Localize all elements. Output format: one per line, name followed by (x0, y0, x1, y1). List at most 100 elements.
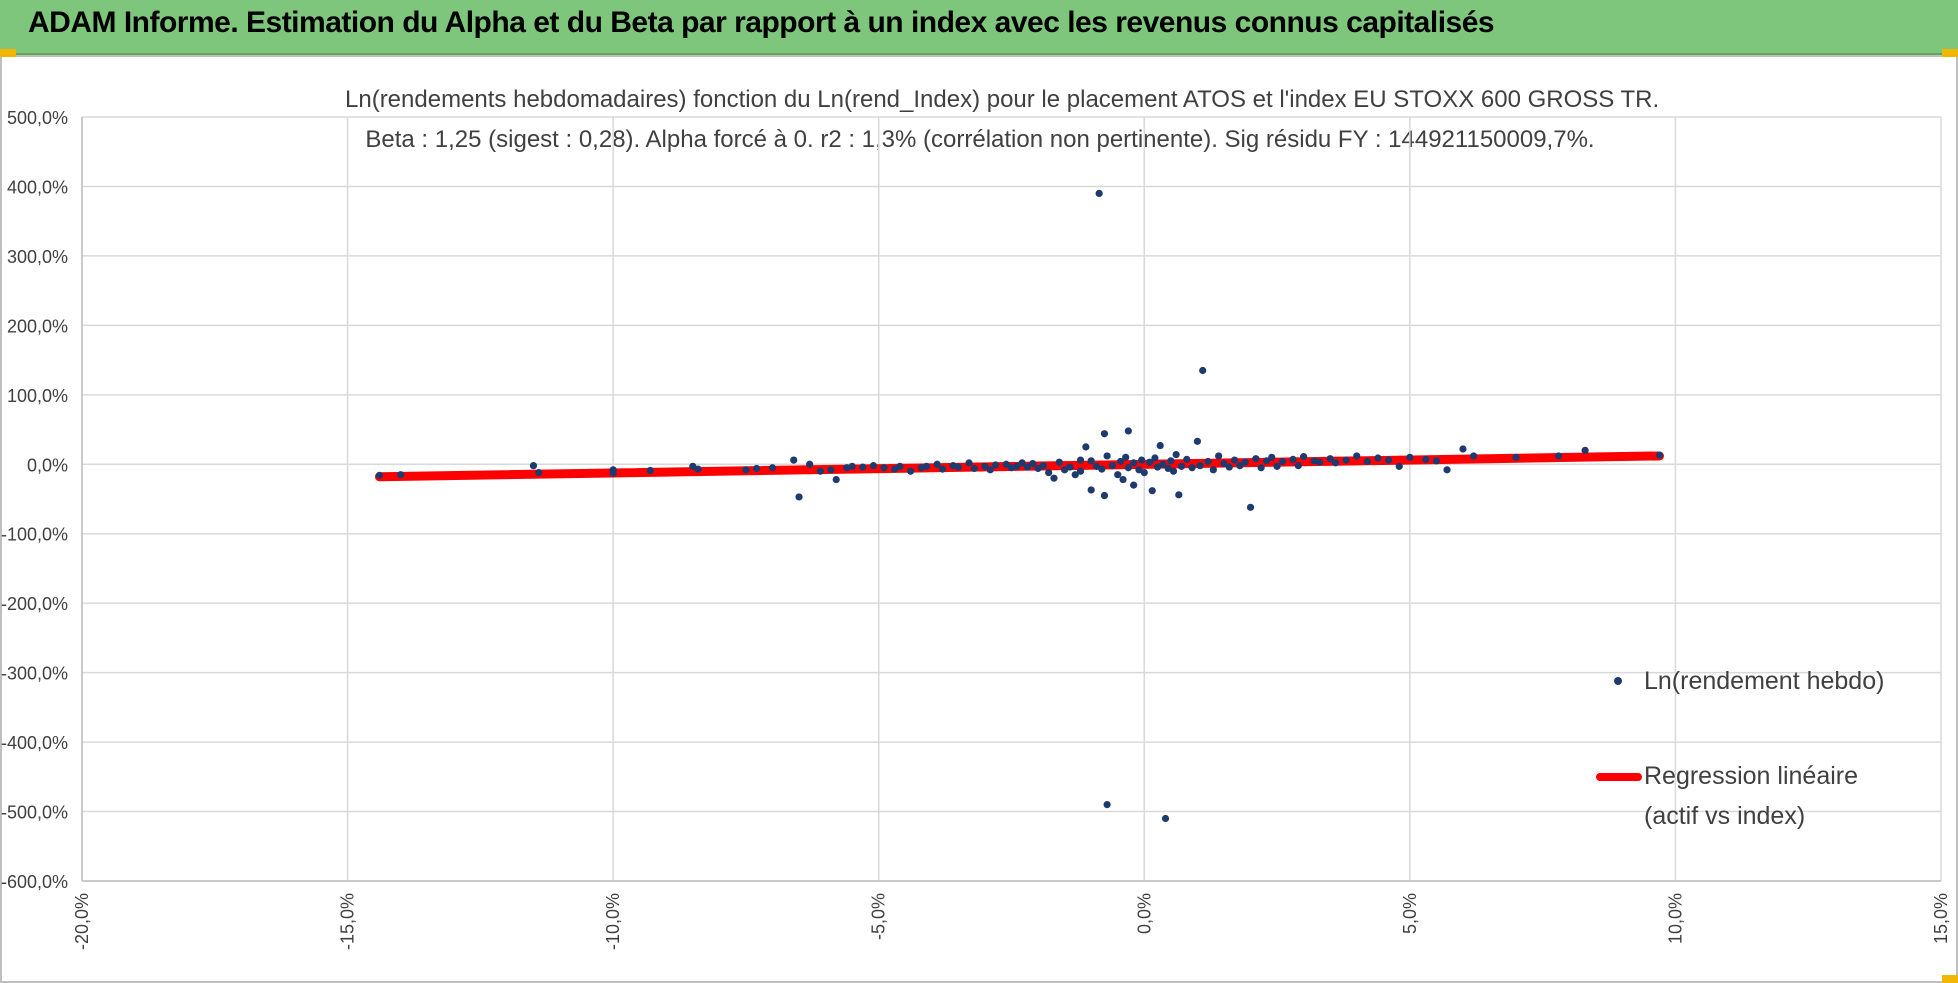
data-point (1196, 462, 1204, 470)
data-point (1098, 465, 1106, 473)
data-point (1246, 503, 1255, 511)
data-point (1655, 451, 1664, 459)
y-tick-label: 0,0% (27, 455, 68, 475)
legend-label-scatter: Ln(rendement hebdo) (1644, 667, 1885, 695)
data-point (816, 467, 824, 475)
data-point (981, 462, 989, 470)
frame-corner-left (0, 49, 16, 57)
data-point (694, 465, 702, 473)
x-tick-label: 15,0% (1931, 893, 1951, 944)
data-point (1278, 457, 1286, 466)
data-point (790, 456, 798, 464)
data-point (986, 466, 994, 474)
data-point (1023, 463, 1032, 471)
frame-corner-right (1942, 49, 1958, 57)
data-point (1061, 466, 1069, 474)
chart-title: Ln(rendements hebdomadaires) fonction du… (345, 80, 1659, 160)
data-point (991, 461, 1000, 469)
data-point (1095, 189, 1103, 197)
data-point (1050, 474, 1058, 482)
x-tick-label: -10,0% (603, 893, 623, 950)
chart-frame (0, 55, 1958, 983)
data-point (1230, 456, 1239, 464)
data-point (1395, 462, 1403, 470)
data-point (1512, 453, 1520, 461)
x-tick-label: 5,0% (1400, 893, 1420, 934)
data-point (1135, 466, 1143, 474)
data-point (1100, 491, 1109, 500)
data-point (1153, 463, 1162, 471)
y-tick-label: -200,0% (1, 594, 68, 614)
data-point (965, 459, 973, 467)
y-tick-label: 400,0% (7, 177, 68, 197)
data-point (848, 462, 856, 470)
data-point (1119, 475, 1127, 484)
legend-marks (1596, 677, 1642, 781)
data-point (1469, 452, 1478, 460)
data-point (1029, 459, 1037, 468)
data-point (1241, 458, 1249, 466)
data-point (1331, 459, 1340, 467)
data-point (1199, 366, 1207, 375)
data-point (1116, 457, 1124, 466)
data-point (1175, 491, 1183, 499)
data-point (1225, 463, 1233, 471)
x-tick-labels: -20,0% -15,0% -10,0% -5,0% 0,0% 5,0% 10,0% 15,0… (72, 893, 1951, 950)
axes (81, 117, 1941, 882)
data-point (1082, 443, 1090, 451)
data-point (1164, 464, 1172, 473)
data-point (529, 462, 538, 470)
data-point (896, 462, 904, 470)
data-point (535, 469, 543, 477)
data-point (1209, 466, 1217, 474)
data-point (1220, 459, 1228, 468)
data-point (1252, 455, 1260, 463)
data-point (1554, 452, 1563, 460)
data-point (859, 463, 867, 471)
data-point (806, 460, 814, 468)
data-point (1315, 458, 1324, 466)
data-point (1018, 459, 1026, 467)
data-point (1459, 445, 1467, 453)
data-point (1188, 464, 1196, 472)
data-point (1326, 455, 1334, 463)
data-point (1148, 487, 1156, 495)
data-point (375, 471, 384, 479)
x-tick-label: -20,0% (72, 893, 92, 950)
y-tick-label: -300,0% (1, 664, 68, 684)
data-point (1161, 814, 1170, 823)
y-tick-labels: 500,0% 400,0% 300,0% 200,0% 100,0% 0,0% -100,0… (1, 108, 68, 892)
y-tick-label: 300,0% (7, 247, 68, 267)
data-point (832, 475, 840, 484)
data-point (1087, 486, 1095, 494)
data-point (1087, 457, 1095, 465)
data-point (1103, 801, 1111, 809)
data-point (1071, 471, 1079, 479)
data-point (954, 463, 962, 471)
data-point (1039, 462, 1047, 470)
data-point (1204, 457, 1212, 466)
data-point (1124, 464, 1132, 472)
y-tick-label: 500,0% (7, 108, 68, 128)
data-point (1122, 453, 1130, 461)
data-point (397, 471, 405, 479)
data-point (1103, 452, 1111, 460)
data-point (1076, 467, 1085, 475)
data-point (1273, 462, 1281, 470)
data-point (1294, 462, 1302, 470)
frame-corner-bottom-right (1942, 975, 1958, 983)
data-point (1432, 457, 1441, 465)
data-point (880, 464, 888, 472)
data-point (1013, 462, 1021, 470)
data-point (1066, 463, 1074, 471)
legend-marker-scatter (1614, 677, 1622, 685)
data-point (1268, 453, 1276, 461)
x-tick-label: 0,0% (1134, 893, 1154, 934)
report-banner: ADAM Informe. Estimation du Alpha et du … (0, 0, 1958, 55)
data-point (1034, 464, 1042, 473)
data-point (1353, 452, 1361, 460)
data-point (1138, 456, 1146, 464)
data-points (375, 189, 1664, 823)
data-point (1124, 427, 1132, 435)
